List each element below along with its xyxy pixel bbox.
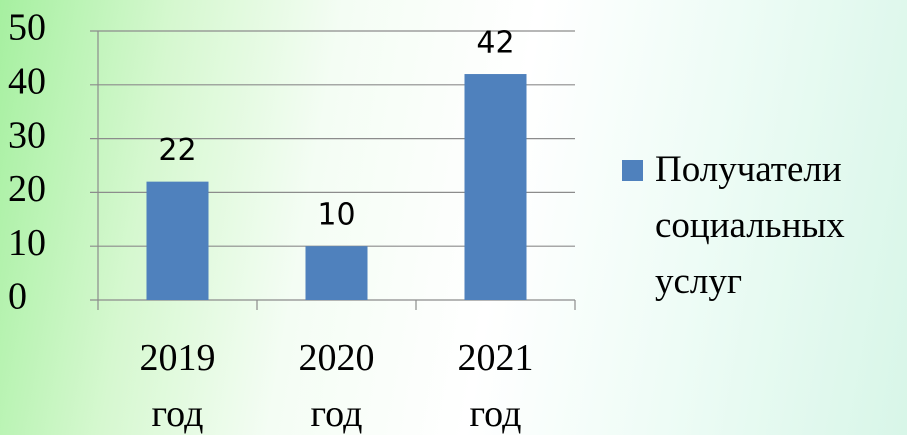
y-tick-label: 40 — [8, 61, 46, 103]
data-label: 10 — [317, 198, 355, 233]
x-tick-label: 2020 год — [298, 337, 375, 435]
y-tick-label: 30 — [8, 114, 46, 156]
y-tick-label: 20 — [8, 168, 46, 210]
y-tick-label: 10 — [8, 222, 46, 264]
legend-label: Получатели социальных услуг — [655, 149, 845, 302]
data-label: 22 — [158, 133, 196, 168]
x-tick-label: 2019 год — [139, 337, 216, 435]
y-tick-label: 50 — [8, 7, 46, 49]
y-tick-label: 0 — [8, 276, 27, 318]
x-tick-label: 2021 год — [457, 337, 534, 435]
legend-swatch — [622, 160, 643, 181]
bar — [464, 74, 527, 300]
bar — [146, 181, 209, 300]
data-label: 42 — [476, 26, 514, 61]
bar — [305, 246, 368, 300]
